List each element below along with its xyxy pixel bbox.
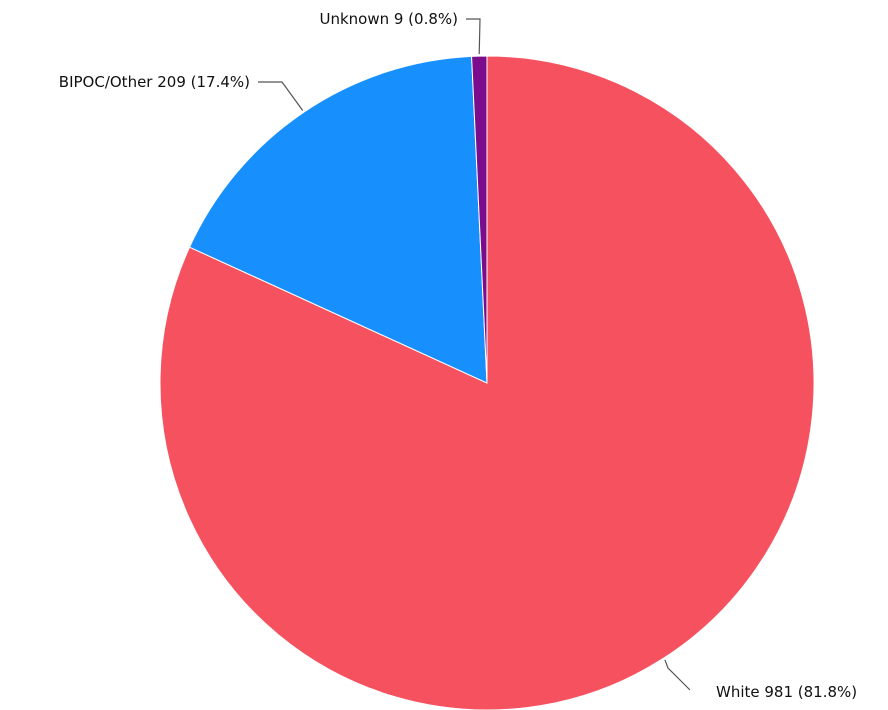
pie-slice-bipoc-other	[188, 55, 488, 384]
pie-slice-unknown	[471, 55, 488, 384]
slice-label-white: White 981 (81.8%)	[716, 683, 857, 701]
leader-line-bipoc-other	[258, 81, 304, 111]
leader-line-unknown	[466, 18, 481, 55]
slice-label-bipoc-other: BIPOC/Other 209 (17.4%)	[59, 73, 250, 91]
pie-slices	[159, 55, 815, 710]
pie-labels: White 981 (81.8%) BIPOC/Other 209 (17.4%)…	[59, 10, 857, 701]
leader-line-white	[664, 659, 691, 691]
slice-label-unknown: Unknown 9 (0.8%)	[319, 10, 458, 28]
